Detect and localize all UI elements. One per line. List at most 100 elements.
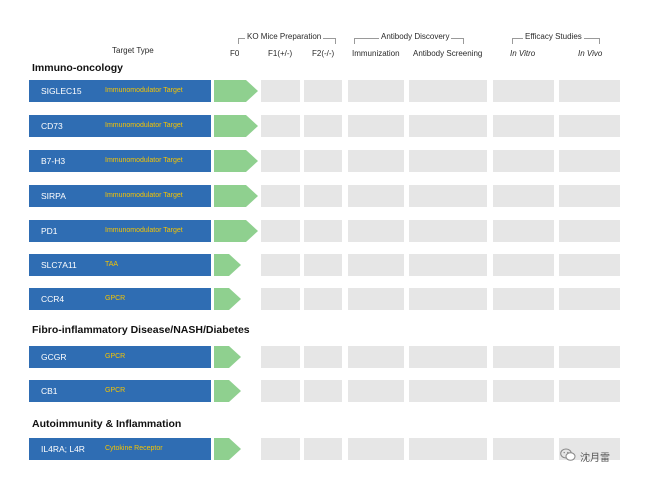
stage-cell (304, 288, 342, 310)
stage-cell (304, 80, 342, 102)
target-type: Immunomodulator Target (105, 191, 183, 199)
stage-cell (559, 115, 620, 137)
stage-cell (493, 220, 554, 242)
stage-cell (348, 254, 404, 276)
stage-cell (304, 438, 342, 460)
target-bar: B7-H3 Immunomodulator Target (29, 150, 211, 172)
stage-cell (409, 80, 487, 102)
progress-arrow (214, 438, 241, 460)
stage-cell (409, 288, 487, 310)
target-name: IL4RA; L4R (41, 444, 85, 454)
stage-cell (261, 115, 300, 137)
progress-arrow (214, 115, 258, 137)
column-header-in-vitro: In Vitro (510, 49, 536, 58)
target-bar: SIRPA Immunomodulator Target (29, 185, 211, 207)
footer-author: 沈月雷 (580, 453, 610, 464)
column-header-f2: F2(-/-) (312, 49, 335, 58)
target-type-header: Target Type (112, 46, 154, 55)
stage-cell (348, 346, 404, 368)
stage-cell (493, 438, 554, 460)
stage-cell (493, 115, 554, 137)
column-header-f0: F0 (230, 49, 240, 58)
stage-cell (348, 80, 404, 102)
target-bar: CD73 Immunomodulator Target (29, 115, 211, 137)
target-bar: SLC7A11 TAA (29, 254, 211, 276)
progress-arrow (214, 150, 258, 172)
stage-cell (559, 254, 620, 276)
stage-cell (348, 185, 404, 207)
section-title-immuno-oncology: Immuno-oncology (32, 62, 123, 74)
column-header-antibody-screening: Antibody Screening (413, 49, 483, 58)
stage-cell (261, 185, 300, 207)
target-type: GPCR (105, 294, 126, 302)
stage-cell (348, 150, 404, 172)
progress-arrow (214, 220, 258, 242)
target-type: GPCR (105, 352, 126, 360)
stage-cell (559, 150, 620, 172)
stage-cell (409, 115, 487, 137)
efficacy-studies-group-label: Efficacy Studies (523, 32, 584, 41)
column-header-f1: F1(+/-) (268, 49, 293, 58)
stage-cell (261, 220, 300, 242)
stage-cell (559, 185, 620, 207)
stage-cell (493, 80, 554, 102)
stage-cell (261, 380, 300, 402)
stage-cell (304, 254, 342, 276)
target-name: CD73 (41, 121, 63, 131)
target-bar: GCGR GPCR (29, 346, 211, 368)
stage-cell (261, 346, 300, 368)
stage-cell (559, 288, 620, 310)
section-title-autoimmunity: Autoimmunity & Inflammation (32, 418, 182, 430)
target-type: Cytokine Receptor (105, 444, 163, 452)
stage-cell (261, 288, 300, 310)
stage-cell (304, 346, 342, 368)
stage-cell (493, 346, 554, 368)
section-title-fibro-inflammatory: Fibro-inflammatory Disease/NASH/Diabetes (32, 324, 250, 336)
progress-arrow (214, 185, 258, 207)
target-bar: IL4RA; L4R Cytokine Receptor (29, 438, 211, 460)
stage-cell (304, 185, 342, 207)
target-name: PD1 (41, 226, 58, 236)
progress-arrow (214, 288, 241, 310)
stage-cell (409, 185, 487, 207)
target-bar: PD1 Immunomodulator Target (29, 220, 211, 242)
progress-arrow (214, 254, 241, 276)
target-name: B7-H3 (41, 156, 66, 166)
stage-cell (409, 150, 487, 172)
stage-cell (348, 288, 404, 310)
target-bar: SIGLEC15 Immunomodulator Target (29, 80, 211, 102)
target-bar: CCR4 GPCR (29, 288, 211, 310)
wechat-icon (560, 448, 576, 462)
progress-arrow (214, 80, 258, 102)
stage-cell (304, 150, 342, 172)
stage-cell (304, 380, 342, 402)
target-type: Immunomodulator Target (105, 156, 183, 164)
antibody-discovery-group-label: Antibody Discovery (379, 32, 452, 41)
target-name: GCGR (41, 352, 67, 362)
target-type: TAA (105, 260, 119, 268)
target-name: SIGLEC15 (41, 86, 82, 96)
target-bar: CB1 GPCR (29, 380, 211, 402)
stage-cell (409, 220, 487, 242)
target-type: GPCR (105, 386, 126, 394)
stage-cell (493, 380, 554, 402)
stage-cell (261, 254, 300, 276)
column-header-immunization: Immunization (352, 49, 400, 58)
stage-cell (348, 438, 404, 460)
target-type: Immunomodulator Target (105, 121, 183, 129)
progress-arrow (214, 380, 241, 402)
ko-mice-group-label: KO Mice Preparation (245, 32, 324, 41)
target-name: SLC7A11 (41, 260, 77, 270)
stage-cell (409, 438, 487, 460)
stage-cell (261, 80, 300, 102)
target-name: CB1 (41, 386, 58, 396)
stage-cell (304, 115, 342, 137)
stage-cell (559, 380, 620, 402)
stage-cell (493, 254, 554, 276)
stage-cell (409, 254, 487, 276)
stage-cell (559, 346, 620, 368)
stage-cell (493, 150, 554, 172)
stage-cell (493, 288, 554, 310)
stage-cell (409, 346, 487, 368)
stage-cell (348, 115, 404, 137)
